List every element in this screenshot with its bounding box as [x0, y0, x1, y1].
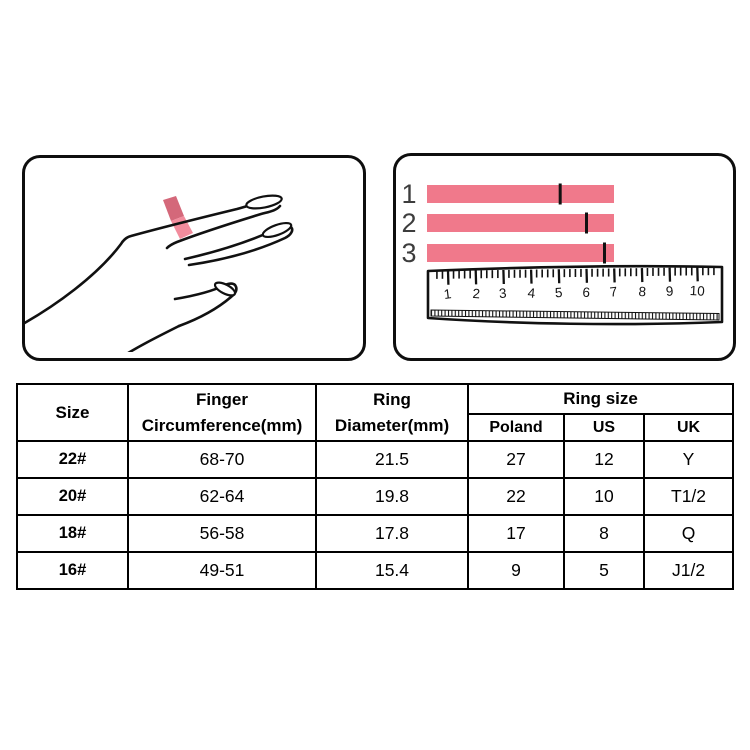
ruler-number: 8 — [638, 284, 647, 299]
header-finger-circumference: Finger Circumference(mm) — [127, 383, 317, 442]
cell-size: 20# — [16, 477, 129, 516]
measure-diagram: 1 2 3 1 2 3 4 — [401, 179, 724, 326]
ruler-hatch-band — [430, 309, 720, 321]
header-us: US — [563, 413, 645, 442]
ruler-number: 3 — [498, 286, 507, 302]
ruler-number: 7 — [609, 284, 618, 300]
bar-3 — [427, 244, 614, 262]
hand-outline — [25, 197, 294, 352]
cell-us: 12 — [563, 440, 645, 479]
cell-poland: 27 — [467, 440, 565, 479]
header-poland: Poland — [467, 413, 565, 442]
cell-uk: Y — [642, 440, 735, 479]
header-uk: UK — [642, 413, 735, 442]
table-row: 16# 49-51 15.4 9 5 J1/2 — [16, 551, 735, 590]
ruler-outline — [426, 264, 724, 326]
cell-diameter: 17.8 — [315, 514, 469, 553]
ruler-number: 2 — [472, 286, 481, 301]
cell-uk: Q — [642, 514, 735, 553]
ruler-ticks — [436, 267, 715, 285]
ruler-number: 10 — [689, 283, 705, 299]
table-subheader-row: Poland US UK — [17, 413, 735, 442]
cell-poland: 22 — [467, 477, 565, 516]
cell-size: 22# — [16, 440, 129, 479]
table-row: 22# 68-70 21.5 27 12 Y — [16, 440, 735, 479]
cell-diameter: 21.5 — [315, 440, 469, 479]
cell-circumference: 56-58 — [127, 514, 317, 553]
cell-us: 5 — [563, 551, 645, 590]
hand-with-ring-icon — [25, 194, 294, 352]
fingernails — [213, 194, 293, 297]
cell-us: 10 — [563, 477, 645, 516]
ring-band-icon — [163, 196, 193, 239]
cell-circumference: 68-70 — [127, 440, 317, 479]
bar-1 — [427, 185, 614, 203]
cell-circumference: 49-51 — [127, 551, 317, 590]
cell-poland: 17 — [467, 514, 565, 553]
hand-illustration-panel — [22, 155, 366, 361]
cell-uk: T1/2 — [642, 477, 735, 516]
measure-panel: 1 2 3 1 2 3 4 — [393, 153, 736, 361]
cell-circumference: 62-64 — [127, 477, 317, 516]
ruler-number: 6 — [582, 285, 591, 301]
cell-diameter: 15.4 — [315, 551, 469, 590]
cell-us: 8 — [563, 514, 645, 553]
cell-diameter: 19.8 — [315, 477, 469, 516]
ruler-number: 9 — [665, 283, 674, 299]
bar-2 — [427, 214, 614, 232]
ruler-numbers: 1 2 3 4 5 6 7 8 9 10 — [443, 283, 705, 302]
ruler-number: 5 — [554, 285, 563, 300]
header-ring-size-group: Ring size — [466, 383, 735, 415]
cell-uk: J1/2 — [642, 551, 735, 590]
table-header-row: Size Finger Circumference(mm) Ring Diame… — [16, 383, 735, 442]
cell-size: 16# — [16, 551, 129, 590]
measure-bars: 1 2 3 — [401, 179, 614, 268]
header-ring-diameter: Ring Diameter(mm) — [315, 383, 469, 442]
bar-3-label: 3 — [401, 238, 416, 268]
ruler-number: 1 — [443, 286, 452, 302]
ring-size-table: Size Finger Circumference(mm) Ring Diame… — [16, 383, 735, 590]
cell-size: 18# — [16, 514, 129, 553]
bar-1-label: 1 — [401, 179, 416, 209]
ruler-icon: 1 2 3 4 5 6 7 8 9 10 — [426, 264, 724, 326]
header-size: Size — [16, 383, 129, 442]
table-row: 18# 56-58 17.8 17 8 Q — [16, 514, 735, 553]
table-row: 20# 62-64 19.8 22 10 T1/2 — [16, 477, 735, 516]
ruler-number: 4 — [527, 285, 537, 301]
cell-poland: 9 — [467, 551, 565, 590]
bar-2-label: 2 — [401, 208, 416, 238]
